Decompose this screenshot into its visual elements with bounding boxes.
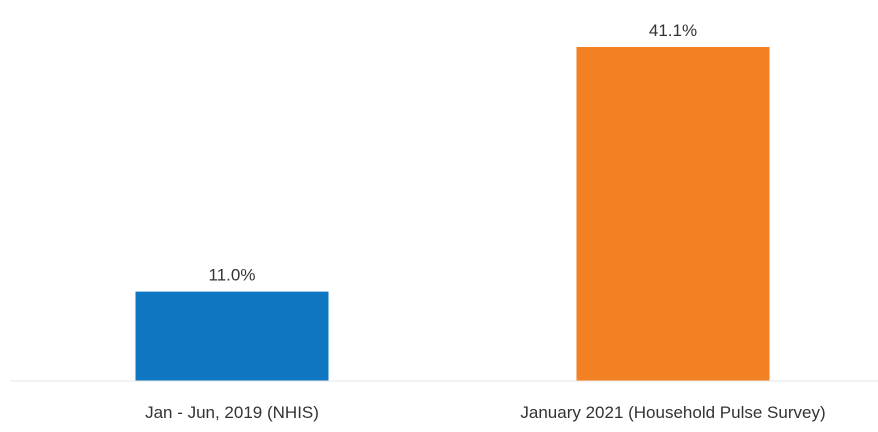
bar-2 xyxy=(576,47,770,381)
bar-1 xyxy=(135,291,329,381)
data-label-1: 11.0% xyxy=(209,266,256,285)
bars-layer xyxy=(135,47,770,381)
category-label-1: Jan - Jun, 2019 (NHIS) xyxy=(145,403,319,422)
data-label-2: 41.1% xyxy=(649,21,697,40)
labels-layer: 11.0% Jan - Jun, 2019 (NHIS) 41.1% January … xyxy=(145,21,826,422)
category-label-2: January 2021 (Household Pulse Survey) xyxy=(520,403,825,422)
